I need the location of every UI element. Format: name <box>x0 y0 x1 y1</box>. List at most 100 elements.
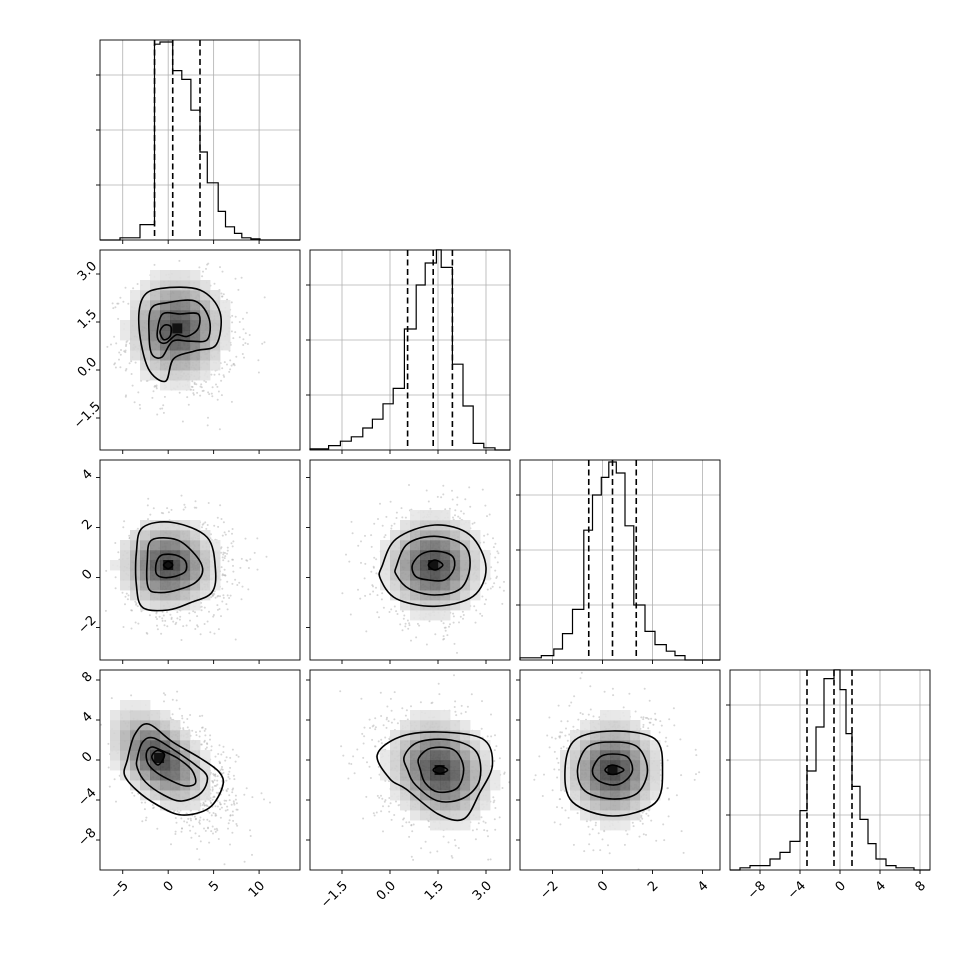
scatter-point <box>213 796 216 798</box>
scatter-point <box>357 588 359 591</box>
density-cell <box>140 710 151 721</box>
scatter-point <box>176 617 179 620</box>
density-cell <box>180 340 191 351</box>
scatter-point <box>134 600 137 603</box>
density-cell <box>160 540 171 551</box>
scatter-point <box>390 524 393 527</box>
scatter-point <box>231 814 234 817</box>
density-cell <box>390 550 401 561</box>
scatter-point <box>229 359 232 362</box>
density-cell <box>190 780 201 791</box>
scatter-point <box>185 624 188 627</box>
scatter-point <box>483 534 486 537</box>
density-cell <box>180 790 191 801</box>
scatter-point <box>232 570 235 573</box>
scatter-point <box>153 263 156 266</box>
scatter-point <box>484 582 487 585</box>
scatter-point <box>136 527 139 530</box>
scatter-point <box>162 614 165 617</box>
scatter-point <box>189 829 192 832</box>
scatter-point <box>118 351 121 354</box>
density-cell <box>130 290 141 301</box>
scatter-point <box>158 615 161 618</box>
scatter-panel-1-2 <box>306 459 511 664</box>
scatter-point <box>226 549 229 552</box>
scatter-point <box>130 627 133 630</box>
scatter-point <box>186 396 189 399</box>
scatter-point <box>221 766 223 768</box>
scatter-point <box>140 801 143 804</box>
density-cell <box>130 340 141 351</box>
density-cell <box>140 770 151 781</box>
scatter-point <box>244 332 247 335</box>
density-cell <box>460 530 471 541</box>
density-cell <box>430 600 441 611</box>
scatter-point <box>147 518 149 521</box>
scatter-point <box>212 773 215 775</box>
density-peak <box>154 753 165 763</box>
density-cell <box>120 540 131 551</box>
density-cell <box>190 560 201 571</box>
scatter-point <box>363 577 366 580</box>
scatter-point <box>156 628 159 631</box>
scatter-point <box>491 585 494 588</box>
density-cell <box>110 740 121 751</box>
density-cell <box>160 380 171 391</box>
density-cell <box>160 300 171 311</box>
scatter-point <box>202 808 205 810</box>
density-cell <box>120 550 131 561</box>
scatter-point <box>136 283 139 285</box>
density-cell <box>130 750 141 761</box>
density-cell <box>110 720 121 731</box>
density-cell <box>190 790 201 801</box>
scatter-point <box>234 638 237 641</box>
scatter-point <box>452 516 454 519</box>
scatter-point <box>380 598 383 601</box>
scatter-point <box>456 503 459 506</box>
scatter-point <box>222 751 225 754</box>
scatter-point <box>211 788 214 791</box>
scatter-point <box>416 622 419 625</box>
scatter-point <box>256 568 259 571</box>
density-cell <box>160 270 171 281</box>
density-cell <box>160 740 171 751</box>
scatter-point <box>236 584 239 586</box>
density-cell <box>160 800 171 811</box>
density-cell <box>210 540 221 551</box>
scatter-point <box>207 416 209 419</box>
density-cell <box>380 540 391 551</box>
scatter-point <box>199 816 202 819</box>
scatter-point <box>232 540 235 543</box>
density-cell <box>160 550 171 561</box>
density-cell <box>170 530 181 541</box>
scatter-point <box>225 799 228 802</box>
scatter-point <box>136 605 139 608</box>
scatter-point <box>406 619 409 622</box>
density-cell <box>190 310 201 321</box>
density-cell <box>180 300 191 311</box>
scatter-point <box>114 576 117 579</box>
scatter-point <box>395 511 398 514</box>
scatter-point <box>213 632 216 635</box>
density-cell <box>420 610 431 621</box>
scatter-point <box>434 633 437 636</box>
density-cell <box>450 550 461 561</box>
density-cell <box>170 730 181 741</box>
scatter-point <box>209 734 212 737</box>
scatter-point <box>232 774 235 777</box>
scatter-point <box>201 726 203 729</box>
scatter-point <box>145 631 148 634</box>
scatter-point <box>186 718 189 720</box>
scatter-point <box>494 569 497 572</box>
scatter-point <box>234 794 237 797</box>
scatter-point <box>217 390 220 393</box>
density-cell <box>200 280 211 291</box>
density-cell <box>140 570 151 581</box>
density-cell <box>390 540 401 551</box>
scatter-point <box>233 802 235 805</box>
scatter-point <box>204 734 207 737</box>
scatter-point <box>166 625 169 628</box>
density-cell <box>140 310 151 321</box>
scatter-point <box>481 614 484 617</box>
